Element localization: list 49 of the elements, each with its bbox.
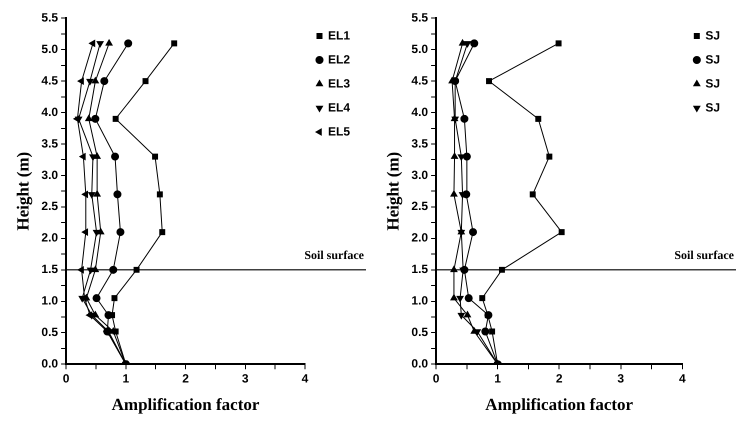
y-tick-label: 2.0 bbox=[41, 230, 58, 245]
y-tick-label: 1.5 bbox=[41, 262, 58, 276]
y-tick-label: 5.5 bbox=[41, 10, 58, 25]
y-tick-label: 1.0 bbox=[411, 294, 428, 308]
y-tick-label: 2.5 bbox=[41, 199, 58, 214]
text: 0.0 bbox=[411, 356, 428, 371]
y-tick-label: 2.5 bbox=[411, 199, 428, 214]
y-tick-label: 4.0 bbox=[411, 104, 428, 119]
y-tick-label: 4.5 bbox=[411, 73, 428, 88]
y-tick-label: 5.5 bbox=[411, 10, 428, 25]
x-axis-title: Amplification factor bbox=[485, 395, 634, 414]
y-tick-label: 2.0 bbox=[411, 230, 428, 245]
y-tick-label: 3.0 bbox=[411, 168, 428, 182]
x-tick-label: 0 bbox=[62, 372, 70, 386]
legend-label: SJ bbox=[705, 76, 720, 90]
y-tick-label: 3.5 bbox=[411, 136, 428, 150]
legend-label: SJ bbox=[705, 28, 720, 42]
y-tick-label: 3.0 bbox=[41, 168, 58, 182]
y-tick-label: 4.0 bbox=[41, 104, 58, 119]
x-axis-title: Amplification factor bbox=[112, 395, 260, 414]
x-tick-label: 2 bbox=[556, 372, 563, 386]
legend-label: EL3 bbox=[328, 76, 350, 90]
y-tick-label: 5.0 bbox=[411, 42, 428, 56]
ref-line-label: Soil surface bbox=[674, 248, 735, 262]
ref-line-label: Soil surface bbox=[304, 248, 365, 262]
legend-label: EL5 bbox=[328, 124, 350, 138]
x-tick-label: 0 bbox=[432, 372, 440, 386]
y-tick-label: 0.5 bbox=[41, 325, 58, 340]
text: 0.0 bbox=[41, 356, 58, 371]
y-tick-label: 1.0 bbox=[41, 294, 58, 308]
y-tick-label: 0.5 bbox=[411, 325, 428, 340]
x-tick-label: 1 bbox=[494, 372, 502, 386]
x-tick-label: 1 bbox=[122, 372, 130, 386]
legend-label: SJ bbox=[705, 52, 720, 66]
x-tick-label: 3 bbox=[617, 372, 624, 386]
legend-label: SJ bbox=[705, 100, 720, 114]
x-tick-label: 3 bbox=[242, 372, 249, 386]
legend-label: EL1 bbox=[328, 28, 350, 42]
y-tick-label: 5.0 bbox=[41, 42, 58, 56]
legend-label: EL2 bbox=[328, 52, 350, 66]
x-tick-label: 4 bbox=[678, 372, 686, 386]
y-tick-label: 4.5 bbox=[41, 73, 58, 88]
x-tick-label: 4 bbox=[302, 372, 309, 386]
y-tick-label: 3.5 bbox=[41, 136, 58, 150]
y-axis-title: Height (m) bbox=[384, 152, 403, 231]
legend-label: EL4 bbox=[328, 100, 350, 114]
y-axis-title: Height (m) bbox=[14, 152, 33, 231]
y-tick-label: 1.5 bbox=[411, 262, 428, 276]
x-tick-label: 2 bbox=[182, 372, 190, 386]
